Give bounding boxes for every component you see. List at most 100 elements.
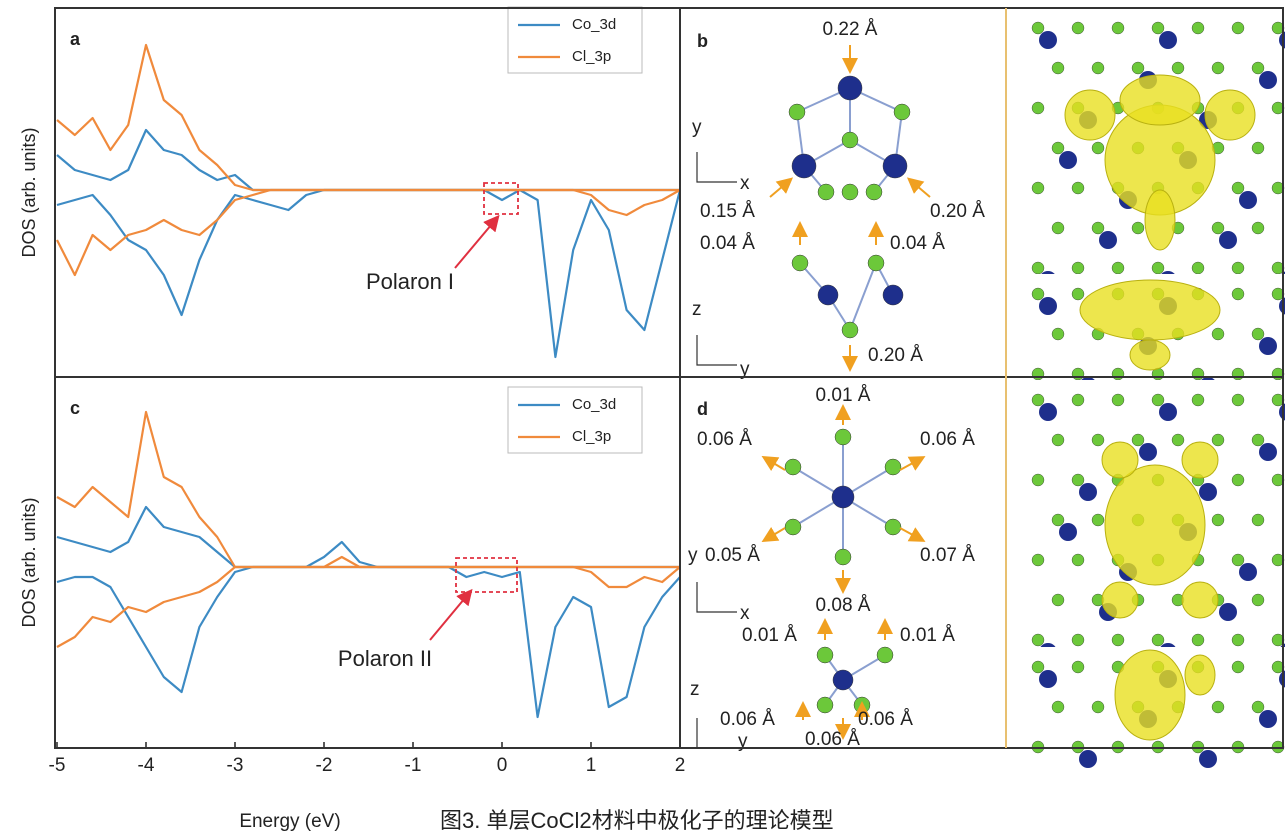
legend-label: Cl_3p bbox=[572, 428, 611, 445]
atom bbox=[1032, 368, 1044, 380]
legend-label: Cl_3p bbox=[572, 48, 611, 65]
structure-label: 0.15 Å bbox=[700, 201, 755, 222]
figure: Energy (eV) 图3. 单层CoCl2材料中极化子的理论模型 DOS (… bbox=[0, 0, 1285, 838]
atom bbox=[1259, 337, 1277, 355]
structure-label: x bbox=[740, 603, 750, 624]
x-tick-label: 0 bbox=[497, 755, 508, 776]
structure-label: y bbox=[692, 117, 702, 138]
atom bbox=[1212, 62, 1224, 74]
atom bbox=[877, 647, 893, 663]
atom bbox=[1212, 434, 1224, 446]
atom bbox=[1072, 368, 1084, 380]
structure-label: 0.20 Å bbox=[868, 345, 923, 366]
atom bbox=[1192, 22, 1204, 34]
atom bbox=[1172, 62, 1184, 74]
atom bbox=[1072, 288, 1084, 300]
atom bbox=[1052, 62, 1064, 74]
atom bbox=[1072, 634, 1084, 646]
atom bbox=[842, 184, 858, 200]
y-axis-label: DOS (arb. units) bbox=[19, 497, 39, 627]
atom bbox=[842, 132, 858, 148]
atom bbox=[868, 255, 884, 271]
atom bbox=[866, 184, 882, 200]
spin-density bbox=[1102, 582, 1138, 618]
atom bbox=[1032, 661, 1044, 673]
atom bbox=[1072, 474, 1084, 486]
caption: 图3. 单层CoCl2材料中极化子的理论模型 bbox=[440, 808, 834, 833]
atom bbox=[785, 459, 801, 475]
atom bbox=[1199, 750, 1217, 768]
atom bbox=[789, 104, 805, 120]
structure-label: 0.06 Å bbox=[805, 729, 860, 750]
atom bbox=[1039, 297, 1057, 315]
x-axis-label: Energy (eV) bbox=[239, 811, 340, 832]
atom bbox=[1039, 31, 1057, 49]
panel-letter: a bbox=[70, 29, 81, 49]
x-tick-label: -4 bbox=[138, 755, 155, 776]
atom bbox=[1232, 394, 1244, 406]
panel-letter: d bbox=[697, 399, 708, 419]
atom bbox=[1072, 22, 1084, 34]
spin-density bbox=[1080, 280, 1220, 340]
atom bbox=[1219, 231, 1237, 249]
x-tick-label: -3 bbox=[227, 755, 244, 776]
atom bbox=[1032, 22, 1044, 34]
atom bbox=[1112, 634, 1124, 646]
atom bbox=[1092, 434, 1104, 446]
atom bbox=[817, 697, 833, 713]
structure-label: 0.06 Å bbox=[858, 709, 913, 730]
legend-label: Co_3d bbox=[572, 16, 616, 33]
spin-density bbox=[1065, 90, 1115, 140]
atom bbox=[1072, 262, 1084, 274]
y-axis-label: DOS (arb. units) bbox=[19, 127, 39, 257]
atom bbox=[832, 486, 854, 508]
atom bbox=[1259, 710, 1277, 728]
spin-density bbox=[1205, 90, 1255, 140]
atom bbox=[1052, 222, 1064, 234]
atom bbox=[1252, 594, 1264, 606]
atom bbox=[1052, 434, 1064, 446]
atom bbox=[885, 459, 901, 475]
annotation: Polaron I bbox=[366, 269, 454, 294]
atom bbox=[1112, 22, 1124, 34]
atom bbox=[785, 519, 801, 535]
atom bbox=[842, 322, 858, 338]
legend-label: Co_3d bbox=[572, 396, 616, 413]
spin-density bbox=[1182, 582, 1218, 618]
atom bbox=[1232, 182, 1244, 194]
atom bbox=[1052, 142, 1064, 154]
spin-density bbox=[1182, 442, 1218, 478]
atom bbox=[1039, 670, 1057, 688]
structure-label: 0.06 Å bbox=[920, 429, 975, 450]
atom bbox=[1212, 328, 1224, 340]
atom bbox=[1052, 701, 1064, 713]
structure-label: 0.22 Å bbox=[823, 19, 878, 40]
structure-label: 0.07 Å bbox=[920, 545, 975, 566]
atom bbox=[883, 285, 903, 305]
isosurface-image bbox=[1008, 8, 1285, 289]
atom bbox=[1259, 71, 1277, 89]
atom bbox=[1159, 31, 1177, 49]
atom bbox=[883, 154, 907, 178]
atom bbox=[792, 255, 808, 271]
atom bbox=[1132, 62, 1144, 74]
atom bbox=[1032, 554, 1044, 566]
atom bbox=[1092, 514, 1104, 526]
spin-density bbox=[1130, 340, 1170, 370]
atom bbox=[1079, 483, 1097, 501]
atom bbox=[1232, 661, 1244, 673]
atom bbox=[1092, 222, 1104, 234]
spin-density bbox=[1115, 650, 1185, 740]
atom bbox=[1252, 142, 1264, 154]
atom bbox=[1139, 443, 1157, 461]
structure-label: 0.04 Å bbox=[890, 233, 945, 254]
atom bbox=[835, 429, 851, 445]
structure-label: 0.01 Å bbox=[816, 385, 871, 406]
structure-label: 0.04 Å bbox=[700, 233, 755, 254]
atom bbox=[792, 154, 816, 178]
x-tick-label: -2 bbox=[316, 755, 333, 776]
atom bbox=[1152, 22, 1164, 34]
atom bbox=[1232, 368, 1244, 380]
atom bbox=[1192, 634, 1204, 646]
atom bbox=[1232, 262, 1244, 274]
